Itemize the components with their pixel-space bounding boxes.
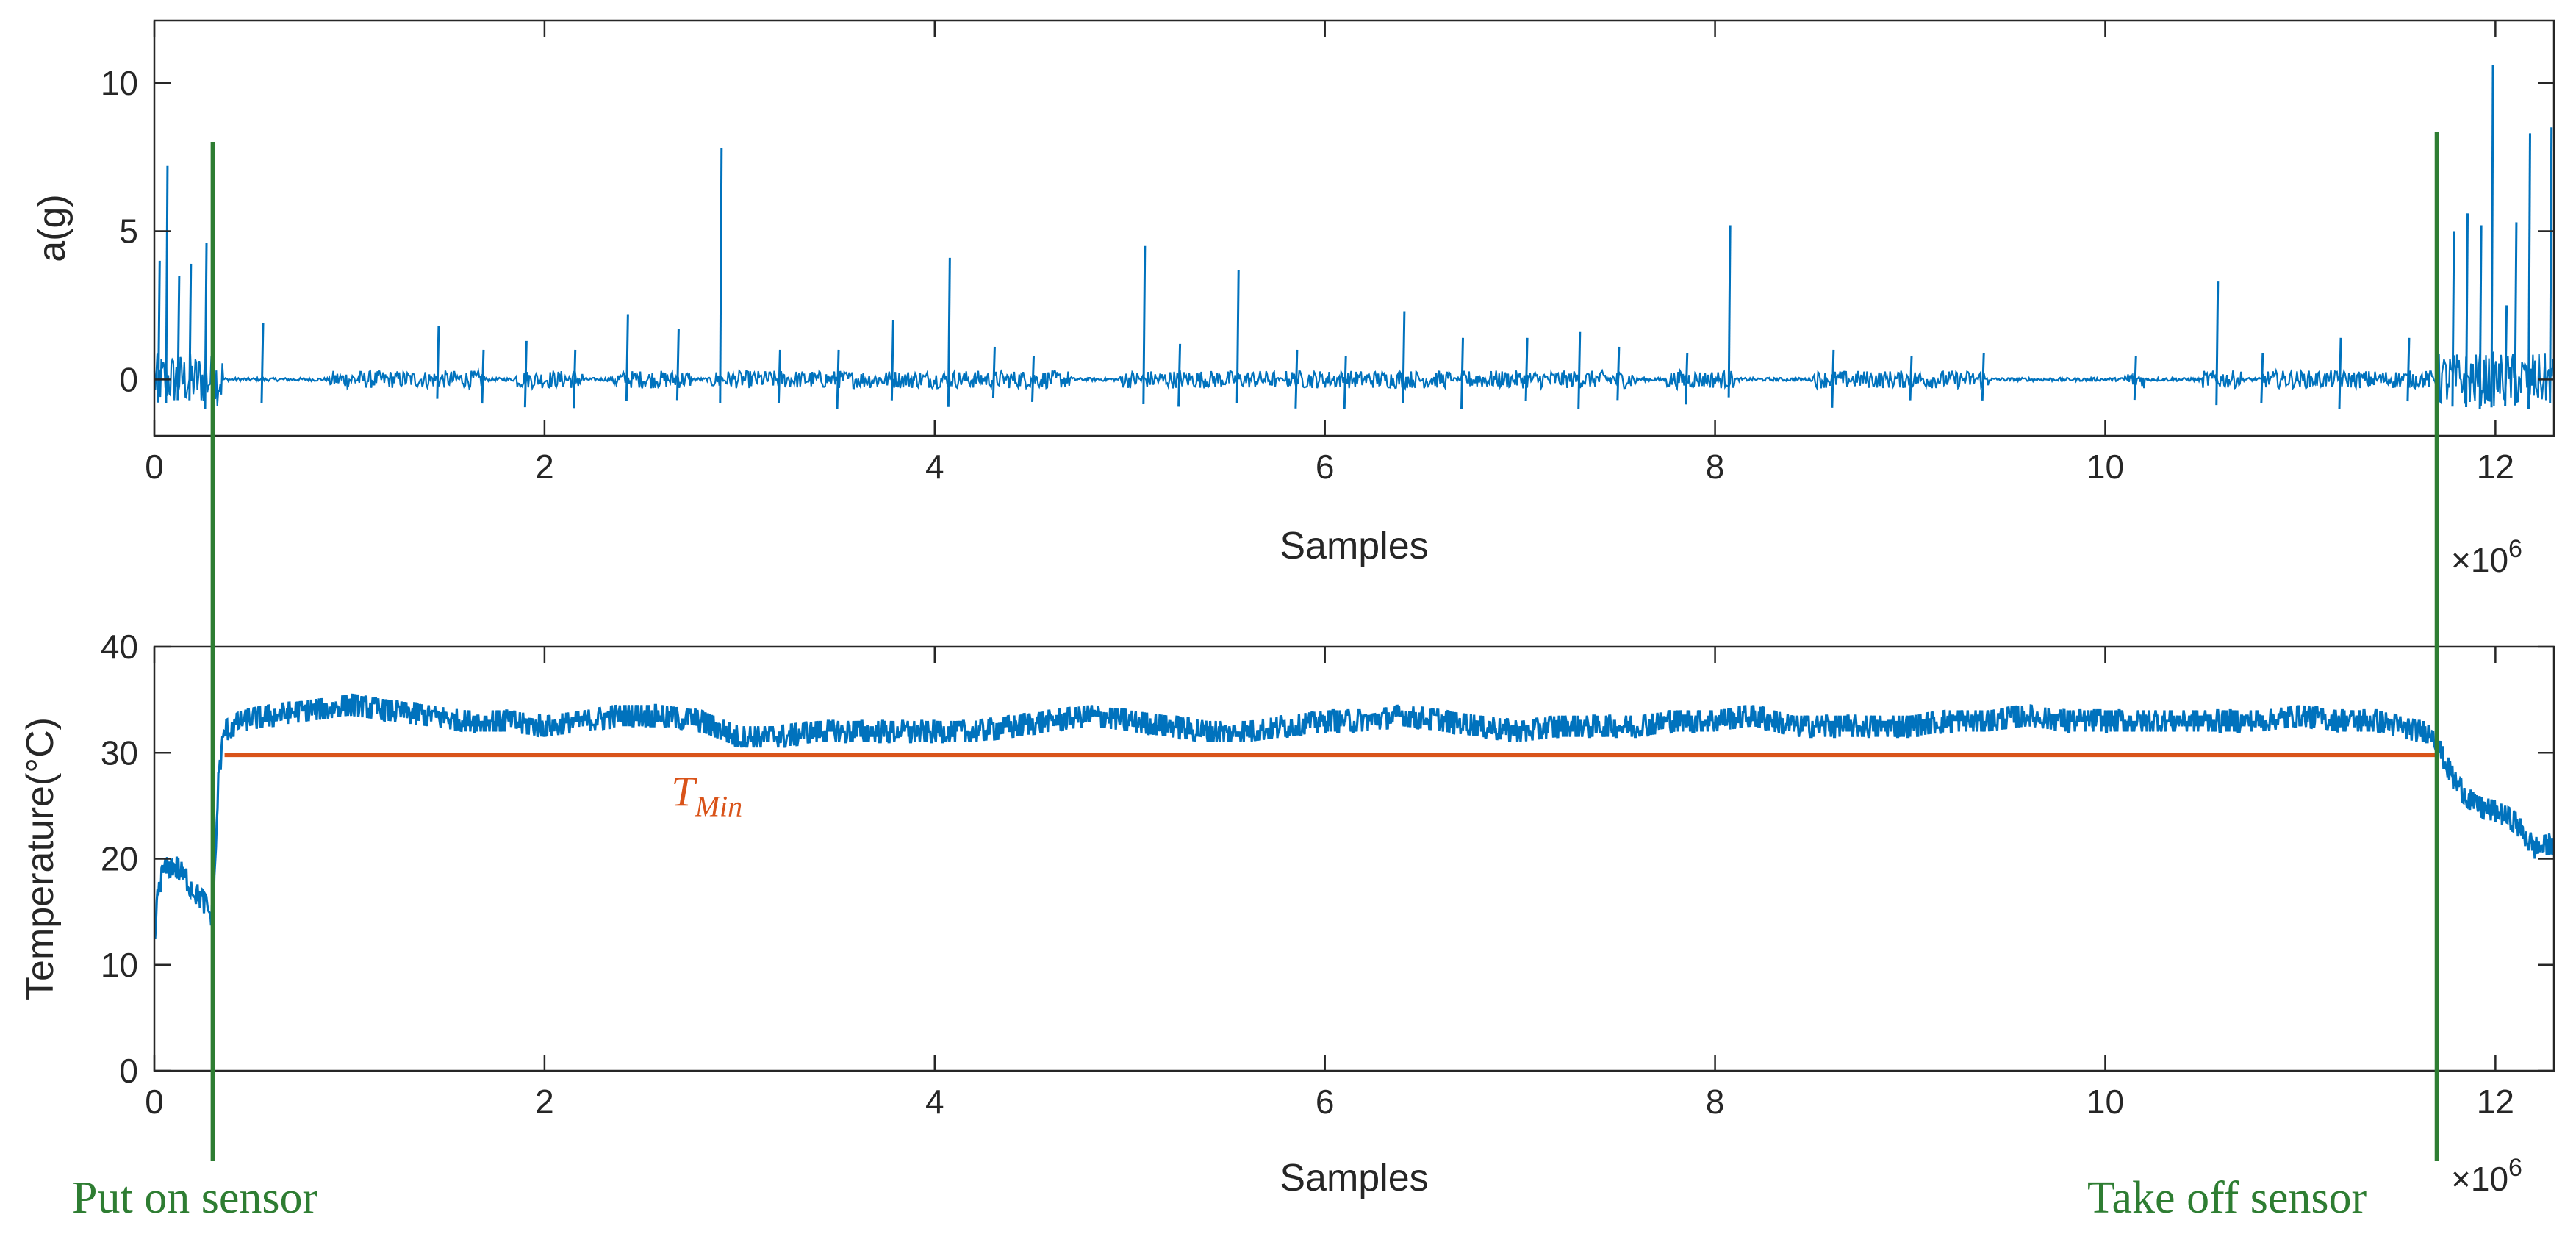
- temperature-x-exponent-label: ×106: [2451, 1154, 2522, 1198]
- acceleration-spike: [1727, 225, 1732, 398]
- acceleration-spike: [719, 148, 723, 403]
- temperature-x-exponent: ×106: [2451, 1154, 2522, 1198]
- acceleration-series: [153, 65, 2555, 409]
- acceleration-spike: [836, 349, 840, 409]
- acceleration-spike: [481, 349, 485, 404]
- temperature-y-axis-label: Temperature(°C): [19, 717, 62, 1000]
- temperature-x-tick-label: 4: [925, 1083, 944, 1121]
- acceleration-spike: [188, 263, 193, 401]
- acceleration-x-tick-label: 4: [925, 448, 944, 486]
- acceleration-y-axis-label: a(g): [31, 194, 73, 262]
- acceleration-spike: [2527, 133, 2531, 409]
- acceleration-spike: [675, 329, 680, 401]
- acceleration-spike: [947, 257, 951, 407]
- acceleration-spike: [1343, 355, 1347, 409]
- acceleration-y-tick-label: 10: [101, 64, 138, 102]
- acceleration-spike: [1177, 343, 1182, 407]
- temperature-y-tick-label: 20: [101, 840, 138, 878]
- acceleration-spike: [1402, 311, 1406, 403]
- acceleration-spike: [991, 346, 996, 398]
- temperature-y-ticks: 0 10 20 30 40: [101, 628, 2554, 1090]
- acceleration-spike: [890, 320, 894, 401]
- acceleration-plot-frame: [153, 19, 2555, 437]
- acceleration-spike: [2338, 337, 2342, 409]
- acceleration-spike: [1031, 355, 1036, 402]
- acceleration-spike: [777, 349, 781, 403]
- acceleration-spike: [2490, 65, 2494, 408]
- temperature-x-axis-label: Samples: [1280, 1157, 1428, 1199]
- acceleration-x-axis-label: Samples: [1280, 525, 1428, 567]
- tmin-annotation: TMin: [671, 767, 742, 822]
- acceleration-spike: [1616, 346, 1621, 401]
- acceleration-spike: [2215, 281, 2220, 406]
- acceleration-spike: [2549, 127, 2553, 403]
- acceleration-spike: [1142, 245, 1147, 405]
- temperature-y-tick-label: 0: [119, 1052, 138, 1090]
- acceleration-x-tick-label: 0: [145, 448, 164, 486]
- temperature-series: [154, 693, 2555, 940]
- temperature-y-tick-label: 30: [101, 733, 138, 772]
- acceleration-spike: [2133, 355, 2137, 401]
- acceleration-spike: [157, 260, 161, 403]
- acceleration-spike: [176, 276, 181, 401]
- acceleration-spike: [1909, 355, 1913, 401]
- temperature-x-ticks: 0 2 4 6 8 10 12: [145, 647, 2514, 1121]
- temperature-x-tick-label: 8: [1706, 1083, 1725, 1121]
- acceleration-spike: [625, 314, 629, 401]
- acceleration-spike: [2478, 225, 2483, 409]
- acceleration-spike: [573, 349, 577, 409]
- temperature-y-tick-label: 10: [101, 946, 138, 984]
- temperature-chart: TMin 0 2 4 6 8 10 12 0 10 20 30 40 Samples Tempera…: [19, 628, 2555, 1199]
- temperature-x-tick-label: 6: [1316, 1083, 1335, 1121]
- acceleration-spike: [436, 326, 440, 399]
- temperature-x-tick-label: 0: [145, 1083, 164, 1121]
- acceleration-spike: [2465, 213, 2469, 408]
- acceleration-spike: [1577, 331, 1582, 409]
- acceleration-x-exponent: ×106: [2451, 535, 2522, 579]
- acceleration-noise-line: [153, 351, 2555, 406]
- sensor-markers: Put on sensor Take off sensor: [72, 132, 2439, 1223]
- temperature-y-tick-label: 40: [101, 628, 138, 666]
- acceleration-spike: [1685, 352, 1689, 405]
- acceleration-y-tick-label: 5: [119, 212, 138, 251]
- acceleration-spike: [2260, 352, 2264, 403]
- put-on-sensor-label: Put on sensor: [72, 1173, 317, 1223]
- acceleration-y-ticks: 0 5 10: [101, 64, 2554, 398]
- take-off-sensor-label: Take off sensor: [2087, 1173, 2367, 1223]
- acceleration-y-tick-label: 0: [119, 360, 138, 398]
- acceleration-spike: [2504, 305, 2508, 406]
- acceleration-spike: [2451, 231, 2455, 407]
- acceleration-spike: [1460, 337, 1464, 409]
- acceleration-x-exponent-label: ×106: [2451, 535, 2522, 579]
- acceleration-x-ticks: 0 2 4 6 8 10 12: [145, 21, 2514, 486]
- acceleration-spike: [2406, 337, 2411, 402]
- temperature-x-tick-label: 10: [2087, 1083, 2124, 1121]
- acceleration-spike: [165, 165, 169, 403]
- acceleration-x-tick-label: 12: [2477, 448, 2514, 486]
- acceleration-x-tick-label: 8: [1706, 448, 1725, 486]
- acceleration-spike: [1235, 269, 1240, 403]
- acceleration-spike: [1294, 349, 1299, 409]
- acceleration-chart: 0 2 4 6 8 10 12 0 5 10 Samples a(g) ×106: [31, 19, 2555, 579]
- acceleration-spike: [523, 340, 528, 408]
- acceleration-spike: [204, 243, 208, 409]
- acceleration-spike: [1524, 337, 1529, 401]
- acceleration-spike: [260, 323, 265, 403]
- temperature-x-tick-label: 12: [2477, 1083, 2514, 1121]
- temperature-x-tick-label: 2: [535, 1083, 554, 1121]
- temperature-line: [154, 693, 2555, 940]
- acceleration-spike: [1981, 352, 1985, 401]
- acceleration-spike: [2514, 222, 2518, 406]
- acceleration-x-tick-label: 10: [2087, 448, 2124, 486]
- acceleration-x-tick-label: 2: [535, 448, 554, 486]
- acceleration-spike: [1831, 349, 1835, 408]
- acceleration-x-tick-label: 6: [1316, 448, 1335, 486]
